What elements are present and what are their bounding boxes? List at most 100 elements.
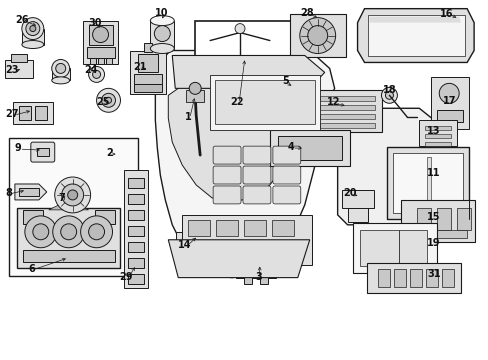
- Text: 29: 29: [119, 272, 133, 282]
- Ellipse shape: [52, 77, 69, 84]
- Bar: [23, 250, 114, 262]
- Bar: [9, 138, 138, 276]
- Bar: [216, 220, 238, 236]
- Text: 21: 21: [133, 62, 146, 72]
- Polygon shape: [357, 9, 473, 62]
- Bar: [128, 226, 144, 236]
- Bar: [260, 274, 267, 284]
- Text: 7: 7: [59, 193, 65, 203]
- Text: 12: 12: [326, 97, 340, 107]
- Circle shape: [92, 27, 108, 42]
- Bar: [128, 210, 144, 220]
- Bar: [215, 80, 314, 124]
- Ellipse shape: [52, 59, 69, 77]
- Text: 31: 31: [427, 269, 440, 279]
- Polygon shape: [176, 232, 220, 260]
- Bar: [275, 85, 311, 97]
- Bar: [82, 21, 118, 64]
- Bar: [13, 102, 53, 124]
- FancyBboxPatch shape: [272, 146, 300, 164]
- Bar: [401, 200, 474, 242]
- Circle shape: [381, 87, 397, 103]
- Circle shape: [61, 184, 83, 206]
- FancyBboxPatch shape: [213, 166, 241, 184]
- Bar: [138, 54, 158, 72]
- Bar: [22, 28, 44, 45]
- Ellipse shape: [30, 26, 36, 32]
- Bar: [366, 263, 460, 293]
- Circle shape: [438, 84, 458, 103]
- Bar: [240, 264, 271, 274]
- Bar: [236, 242, 275, 278]
- Bar: [416, 208, 430, 230]
- Bar: [128, 178, 144, 188]
- Polygon shape: [110, 141, 130, 169]
- Text: 8: 8: [5, 188, 12, 198]
- Bar: [130, 50, 166, 94]
- Text: 3: 3: [254, 272, 261, 282]
- Polygon shape: [172, 55, 324, 88]
- Ellipse shape: [96, 88, 120, 112]
- Bar: [419, 120, 456, 146]
- FancyBboxPatch shape: [272, 166, 300, 184]
- Text: 26: 26: [15, 15, 28, 24]
- FancyBboxPatch shape: [213, 186, 241, 204]
- Circle shape: [61, 224, 77, 240]
- Bar: [312, 90, 382, 132]
- Bar: [341, 190, 373, 208]
- Bar: [134, 75, 162, 84]
- Polygon shape: [224, 71, 254, 87]
- Circle shape: [88, 224, 104, 240]
- Bar: [393, 153, 462, 213]
- Ellipse shape: [88, 67, 104, 82]
- Bar: [283, 81, 303, 87]
- Bar: [271, 220, 293, 236]
- Circle shape: [235, 24, 244, 33]
- Bar: [17, 208, 120, 268]
- Ellipse shape: [22, 41, 44, 49]
- Bar: [427, 157, 430, 209]
- Bar: [19, 188, 39, 196]
- Text: 24: 24: [84, 66, 98, 76]
- Bar: [128, 194, 144, 204]
- Circle shape: [307, 26, 327, 45]
- Circle shape: [299, 18, 335, 54]
- Bar: [195, 21, 294, 95]
- Bar: [319, 96, 375, 101]
- Bar: [289, 14, 345, 58]
- Polygon shape: [369, 17, 460, 23]
- Bar: [52, 68, 69, 80]
- Text: 9: 9: [15, 143, 21, 153]
- Ellipse shape: [22, 18, 44, 40]
- Text: 28: 28: [299, 8, 313, 18]
- Bar: [319, 114, 375, 119]
- Text: 17: 17: [442, 96, 456, 106]
- Bar: [367, 15, 464, 57]
- Text: 18: 18: [382, 85, 395, 95]
- Bar: [426, 269, 437, 287]
- Bar: [436, 208, 450, 230]
- Bar: [347, 208, 367, 222]
- Text: 20: 20: [343, 188, 356, 198]
- Bar: [408, 230, 466, 238]
- Bar: [23, 210, 42, 224]
- Circle shape: [25, 216, 57, 248]
- Text: 11: 11: [427, 168, 440, 178]
- Circle shape: [55, 177, 90, 213]
- Bar: [425, 126, 450, 130]
- Bar: [89, 58, 95, 64]
- Bar: [5, 60, 33, 78]
- Bar: [11, 54, 27, 62]
- Polygon shape: [155, 50, 334, 278]
- Circle shape: [154, 26, 170, 41]
- Bar: [244, 248, 267, 264]
- Ellipse shape: [102, 93, 115, 107]
- Bar: [35, 106, 47, 120]
- Bar: [128, 258, 144, 268]
- Bar: [441, 269, 453, 287]
- Polygon shape: [337, 108, 433, 225]
- Bar: [128, 274, 144, 284]
- Text: 15: 15: [427, 212, 440, 222]
- Text: 16: 16: [439, 9, 453, 19]
- Bar: [182, 215, 311, 265]
